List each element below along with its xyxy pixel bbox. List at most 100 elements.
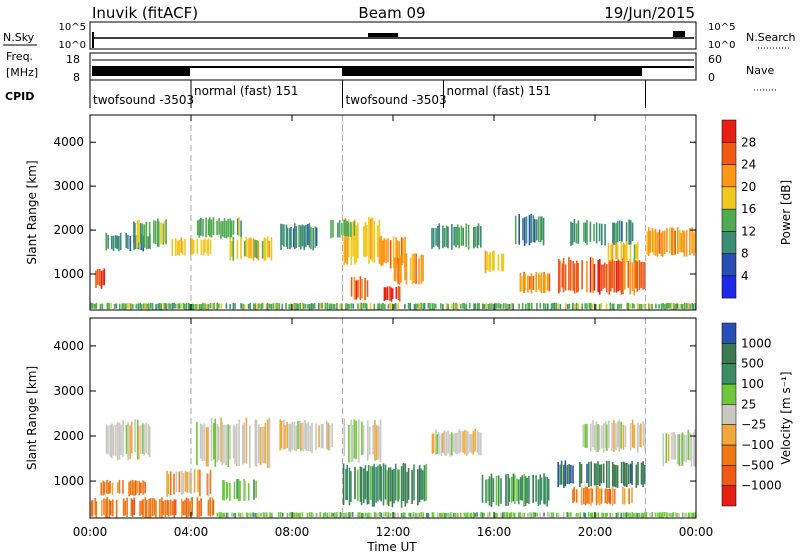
freq-unit-label: [MHz] <box>6 66 38 79</box>
range-time-cell <box>415 303 417 310</box>
range-time-cell <box>623 488 626 505</box>
range-time-cell <box>130 421 133 454</box>
range-time-cell <box>229 482 231 502</box>
colorbar-swatch <box>721 485 737 507</box>
range-time-cell <box>129 236 132 252</box>
range-time-cell <box>181 470 183 495</box>
range-time-cell <box>627 512 630 517</box>
range-time-cell <box>505 303 507 310</box>
range-time-cell <box>196 238 199 254</box>
range-time-cell <box>126 303 129 309</box>
range-time-cell <box>604 513 607 518</box>
range-time-cell <box>522 218 524 241</box>
range-time-cell <box>557 303 559 310</box>
range-time-cell <box>418 465 421 503</box>
range-time-cell <box>350 224 353 265</box>
range-time-cell <box>200 303 203 310</box>
range-time-cell <box>514 215 517 245</box>
range-time-cell <box>348 467 351 506</box>
range-time-cell <box>481 474 484 503</box>
colorbar-swatch <box>721 253 737 277</box>
range-time-cell <box>422 303 425 310</box>
range-time-cell <box>245 236 248 257</box>
range-time-cell <box>487 479 489 501</box>
range-time-cell <box>476 303 479 310</box>
range-time-cell <box>586 219 588 245</box>
range-time-cell <box>326 302 329 310</box>
range-time-cell <box>293 512 296 517</box>
range-time-cell <box>450 304 453 309</box>
colorbar-swatch <box>721 404 737 425</box>
range-time-cell <box>391 470 394 508</box>
range-time-cell <box>660 512 663 518</box>
range-time-cell <box>408 512 410 517</box>
range-time-cell <box>626 302 629 309</box>
range-time-cell <box>480 432 482 456</box>
range-time-cell <box>678 230 681 253</box>
range-time-cell <box>379 419 382 463</box>
range-time-cell <box>575 223 578 244</box>
range-time-cell <box>656 232 659 257</box>
range-time-cell <box>119 233 122 250</box>
range-time-cell <box>436 434 439 454</box>
range-time-cell <box>141 500 143 515</box>
range-time-cell <box>225 424 227 466</box>
range-time-cell <box>237 479 240 502</box>
range-time-cell <box>134 480 137 496</box>
range-time-cell <box>402 463 405 501</box>
range-time-cell <box>445 512 447 517</box>
range-time-cell <box>128 481 130 497</box>
range-time-cell <box>589 512 592 517</box>
range-time-cell <box>196 421 198 466</box>
range-time-cell <box>629 244 632 262</box>
range-time-cell <box>389 240 392 269</box>
range-time-cell <box>189 304 191 310</box>
range-time-cell <box>150 303 152 309</box>
range-time-cell <box>651 303 653 310</box>
range-time-cell <box>352 303 354 309</box>
range-time-cell <box>227 424 229 467</box>
range-time-cell <box>420 512 423 517</box>
range-time-cell <box>494 302 496 310</box>
range-time-cell <box>92 303 94 309</box>
range-time-cell <box>324 512 327 517</box>
range-time-cell <box>570 221 572 246</box>
range-time-cell <box>648 227 650 257</box>
colorbar-swatch <box>721 164 737 188</box>
range-time-cell <box>145 500 148 518</box>
range-time-cell <box>243 422 245 464</box>
range-time-cell <box>355 420 358 460</box>
range-time-cell <box>607 243 610 263</box>
range-time-cell <box>299 303 301 309</box>
range-time-cell <box>122 498 125 516</box>
range-time-cell <box>516 478 518 502</box>
range-time-cell <box>133 481 136 497</box>
range-time-cell <box>397 303 399 309</box>
range-time-cell <box>289 512 291 517</box>
range-time-cell <box>405 253 408 285</box>
range-time-cell <box>690 433 693 467</box>
range-time-cell <box>665 303 668 309</box>
range-time-cell <box>296 303 298 310</box>
range-time-cell <box>694 229 696 253</box>
range-time-cell <box>547 303 549 310</box>
range-time-cell <box>613 464 616 487</box>
range-time-cell <box>591 488 594 503</box>
range-time-cell <box>364 221 367 257</box>
range-time-cell <box>550 303 553 310</box>
range-time-cell <box>362 302 365 309</box>
range-time-cell <box>112 499 114 517</box>
range-time-cell <box>291 421 294 450</box>
range-time-cell <box>562 512 565 518</box>
range-time-cell <box>360 467 363 505</box>
range-time-cell <box>250 238 253 259</box>
range-time-cell <box>480 226 482 248</box>
range-time-cell <box>144 481 146 494</box>
range-time-cell <box>392 236 395 268</box>
range-time-cell <box>91 500 94 517</box>
range-time-cell <box>635 243 638 260</box>
range-time-cell <box>173 499 176 518</box>
range-time-cell <box>105 232 107 251</box>
range-time-cell <box>375 467 377 503</box>
range-time-cell <box>389 513 392 517</box>
